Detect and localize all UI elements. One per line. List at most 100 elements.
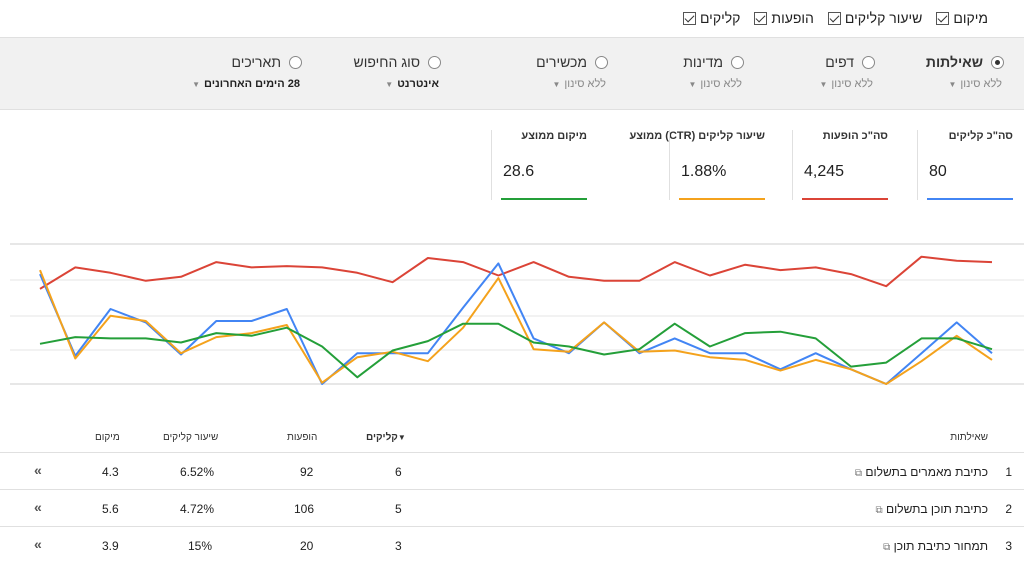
ctr-check-icon[interactable] [827,11,841,25]
sort-down-icon: ▼ [397,433,406,442]
column-header-impressions[interactable]: הופעות [287,432,318,443]
radio-icon[interactable] [595,55,608,69]
filter-search-type[interactable]: סוג החיפוש אינטרנט▼ [321,54,441,90]
filter-devices[interactable]: מכשירים ללא סינון▼ [488,54,608,90]
total-impressions-tile[interactable]: סה"כ הופעות 4,245 [792,130,888,200]
column-header-queries[interactable]: שאילתות [950,432,988,443]
filter-queries-dropdown[interactable]: ללא סינון▼ [884,78,1003,90]
ctr-cell: 4.72% [180,502,215,516]
radio-icon[interactable] [289,55,302,69]
average-ctr-title: שיעור קליקים (CTR) ממוצע [629,130,765,142]
query-cell[interactable]: כתיבת מאמרים בתשלום ⧉ [855,465,988,479]
average-position-tile[interactable]: מיקום ממוצע 28.6 [491,130,587,200]
caret-down-icon: ▼ [819,80,828,89]
position-checkbox-label: מיקום [953,10,988,26]
external-link-icon[interactable]: ⧉ [854,468,862,479]
filter-pages[interactable]: דפים ללא סינון▼ [755,54,875,90]
external-link-icon[interactable]: ⧉ [883,542,891,553]
table-header: שאילתות קליקים▼ הופעות שיעור קליקים מיקו… [0,424,1024,452]
impressions-checkbox-label: הופעות [771,10,814,26]
impressions-cell: 92 [300,465,314,479]
column-header-position[interactable]: מיקום [95,432,120,443]
impressions-series-line [39,255,993,290]
ctr-checkbox[interactable]: שיעור קליקים [827,10,923,26]
caret-down-icon: ▼ [552,80,561,89]
radio-icon[interactable] [731,55,744,69]
position-checkbox[interactable]: מיקום [936,10,988,26]
filter-queries-value: ללא סינון [960,78,1002,90]
ctr-cell: 6.52% [180,465,215,479]
filter-queries[interactable]: שאילתות ללא סינון▼ [884,54,1004,90]
total-clicks-title: סה"כ קליקים [948,130,1013,142]
table-row[interactable]: 1 כתיבת מאמרים בתשלום ⧉ 6 92 6.52% 4.3 « [0,452,1024,489]
total-impressions-value: 4,245 [804,163,845,180]
external-link-icon[interactable]: ⧉ [875,505,883,516]
caret-down-icon: ▼ [948,80,957,89]
metrics-toggle-bar: קליקים הופעות שיעור קליקים מיקום [0,0,1024,38]
column-header-ctr[interactable]: שיעור קליקים [163,432,219,443]
position-cell: 4.3 [102,465,119,479]
query-text: כתיבת מאמרים בתשלום [865,465,988,479]
filter-dates[interactable]: תאריכים 28 הימים האחרונים▼ [152,54,302,90]
filter-search-type-dropdown[interactable]: אינטרנט▼ [321,78,439,90]
filter-dates-dropdown[interactable]: 28 הימים האחרונים▼ [152,78,300,90]
caret-down-icon: ▼ [385,80,394,89]
filter-countries-value: ללא סינון [700,78,742,90]
total-clicks-tile[interactable]: סה"כ קליקים 80 [917,130,1013,200]
clicks-cell: 5 [395,502,402,516]
dimension-filters: שאילתות ללא סינון▼ דפים ללא סינון▼ מדינו… [0,38,1024,110]
ctr-cell: 15% [188,539,213,553]
caret-down-icon: ▼ [192,80,201,89]
ctr-color-underline [679,198,765,200]
clicks-checkbox[interactable]: קליקים [682,10,741,26]
query-text: תמחור כתיבת תוכן [893,539,988,553]
query-cell[interactable]: תמחור כתיבת תוכן ⧉ [883,539,988,553]
double-chevron-left-icon[interactable]: « [34,499,42,515]
position-series-line [39,322,993,379]
impressions-color-underline [802,198,888,200]
double-chevron-left-icon[interactable]: « [34,462,42,478]
filter-queries-label: שאילתות [925,54,983,70]
filter-countries-label: מדינות [683,54,723,70]
clicks-check-icon[interactable] [682,11,696,25]
filter-countries-dropdown[interactable]: ללא סינון▼ [624,78,743,90]
table-row[interactable]: 3 תמחור כתיבת תוכן ⧉ 3 20 15% 3.9 « [0,526,1024,563]
filter-search-type-value: אינטרנט [397,78,439,90]
average-position-title: מיקום ממוצע [521,130,587,142]
average-ctr-tile[interactable]: שיעור קליקים (CTR) ממוצע 1.88% [629,130,765,200]
clicks-checkbox-label: קליקים [699,10,741,26]
caret-down-icon: ▼ [688,80,697,89]
total-clicks-value: 80 [929,163,947,180]
position-check-icon[interactable] [936,11,950,25]
filter-search-type-label: סוג החיפוש [353,54,420,70]
filter-dates-label: תאריכים [231,54,282,70]
query-cell[interactable]: כתיבת תוכן בתשלום ⧉ [875,502,988,516]
average-position-value: 28.6 [503,163,535,180]
query-text: כתיבת תוכן בתשלום [885,502,988,516]
position-cell: 3.9 [102,539,119,553]
filter-pages-dropdown[interactable]: ללא סינון▼ [755,78,874,90]
tile-divider [917,130,918,200]
performance-chart [10,243,1024,385]
impressions-check-icon[interactable] [754,11,768,25]
double-chevron-left-icon[interactable]: « [34,536,42,552]
row-index: 3 [1005,539,1012,553]
row-index: 1 [1005,465,1012,479]
filter-devices-label: מכשירים [536,54,587,70]
impressions-checkbox[interactable]: הופעות [754,10,814,26]
ctr-series-line [39,269,993,385]
tile-divider [792,130,793,200]
column-header-clicks[interactable]: קליקים▼ [366,432,406,443]
radio-icon[interactable] [428,55,441,69]
clicks-cell: 3 [395,539,402,553]
filter-devices-dropdown[interactable]: ללא סינון▼ [488,78,607,90]
radio-icon[interactable] [862,55,875,69]
clicks-color-underline [927,198,1013,200]
filter-countries[interactable]: מדינות ללא סינון▼ [624,54,744,90]
column-header-clicks-label: קליקים [366,432,398,443]
radio-selected-icon[interactable] [991,55,1004,69]
ctr-checkbox-label: שיעור קליקים [844,10,923,26]
total-impressions-title: סה"כ הופעות [822,130,888,142]
tile-divider [491,130,492,200]
table-row[interactable]: 2 כתיבת תוכן בתשלום ⧉ 5 106 4.72% 5.6 « [0,489,1024,526]
